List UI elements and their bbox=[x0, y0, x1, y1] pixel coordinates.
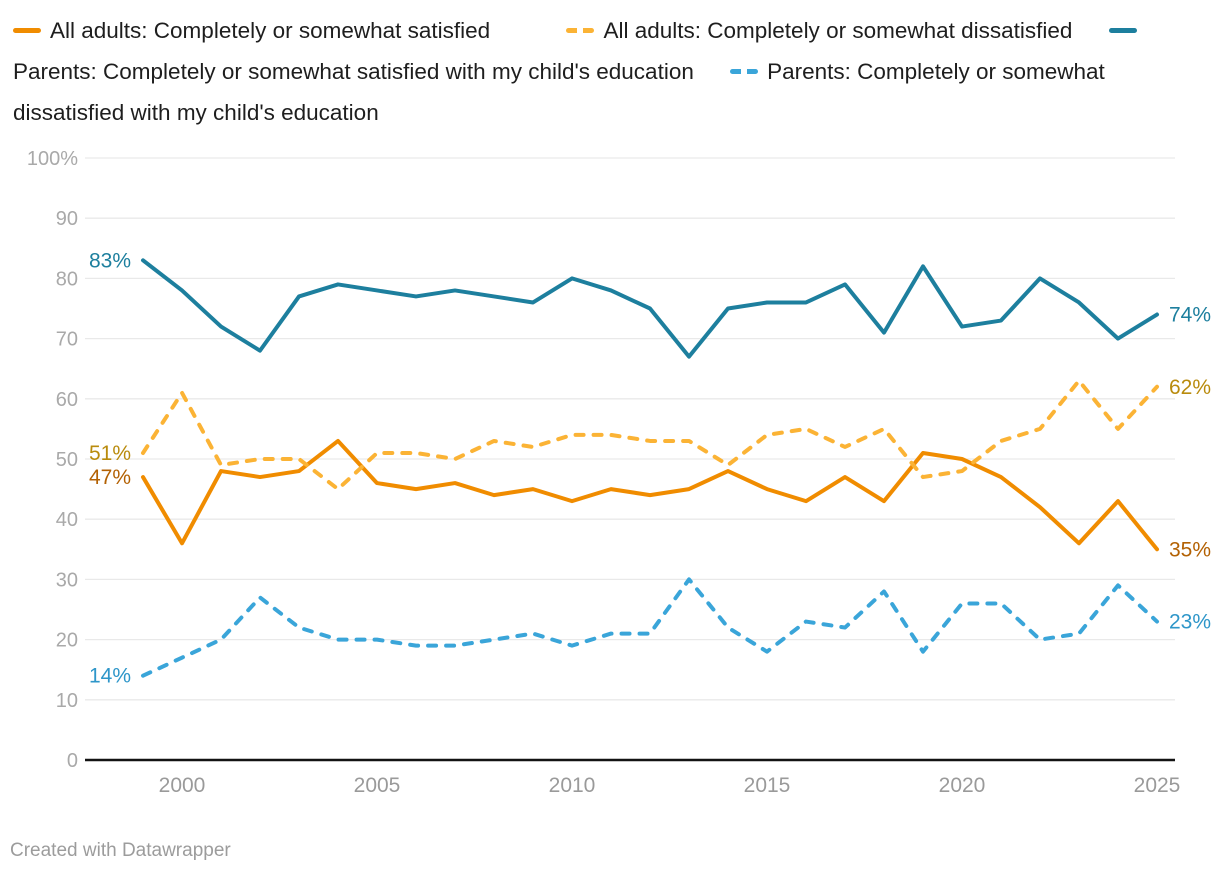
y-axis-label: 0 bbox=[67, 750, 78, 772]
series-line bbox=[141, 438, 1159, 552]
solid-line-swatch-icon bbox=[1108, 27, 1137, 33]
x-axis-label: 2000 bbox=[159, 774, 206, 797]
series-start-value-label: 47% bbox=[89, 466, 131, 489]
legend-item[interactable]: Parents: Completely or somewhat satisfie… bbox=[13, 18, 1146, 84]
series-start-value-label: 14% bbox=[89, 665, 131, 688]
legend-label: All adults: Completely or somewhat satis… bbox=[50, 18, 491, 43]
dashed-line-swatch-icon bbox=[566, 27, 595, 33]
series-line bbox=[141, 378, 1159, 492]
series-end-value-label: 23% bbox=[1169, 611, 1211, 634]
y-axis-label: 100% bbox=[27, 148, 78, 170]
series-start-value-label: 83% bbox=[89, 249, 131, 272]
legend-item[interactable]: All adults: Completely or somewhat dissa… bbox=[566, 18, 1072, 43]
legend-item[interactable]: All adults: Completely or somewhat satis… bbox=[13, 18, 490, 43]
legend-label: Parents: Completely or somewhat satisfie… bbox=[13, 59, 694, 84]
y-axis-label: 50 bbox=[56, 449, 78, 471]
dashed-line-swatch-icon bbox=[730, 68, 759, 74]
series-start-value-label: 51% bbox=[89, 442, 131, 465]
series-end-value-label: 35% bbox=[1169, 538, 1211, 561]
series-line bbox=[141, 577, 1159, 678]
y-axis-label: 60 bbox=[56, 389, 78, 411]
x-axis-label: 2015 bbox=[744, 774, 791, 797]
legend-label: All adults: Completely or somewhat dissa… bbox=[603, 18, 1073, 43]
y-axis-label: 40 bbox=[56, 509, 78, 531]
x-axis-label: 2005 bbox=[354, 774, 401, 797]
y-axis-label: 90 bbox=[56, 208, 78, 230]
series-line bbox=[141, 258, 1159, 359]
footer-credit: Created with Datawrapper bbox=[10, 840, 231, 861]
y-axis-label: 70 bbox=[56, 329, 78, 351]
x-axis-label: 2010 bbox=[549, 774, 596, 797]
solid-line-swatch-icon bbox=[13, 27, 41, 33]
y-axis-label: 80 bbox=[56, 268, 78, 290]
series-end-value-label: 62% bbox=[1169, 376, 1211, 399]
legend-label: Parents: Completely or somewhat dissatis… bbox=[13, 59, 1105, 125]
series-end-value-label: 74% bbox=[1169, 304, 1211, 327]
legend-item[interactable]: Parents: Completely or somewhat dissatis… bbox=[13, 59, 1105, 125]
x-axis-label: 2020 bbox=[939, 774, 986, 797]
y-axis-label: 20 bbox=[56, 630, 78, 652]
legend: All adults: Completely or somewhat satis… bbox=[0, 0, 1209, 133]
y-axis-label: 10 bbox=[56, 690, 78, 712]
x-axis-label: 2025 bbox=[1134, 774, 1181, 797]
y-axis-label: 30 bbox=[56, 569, 78, 591]
